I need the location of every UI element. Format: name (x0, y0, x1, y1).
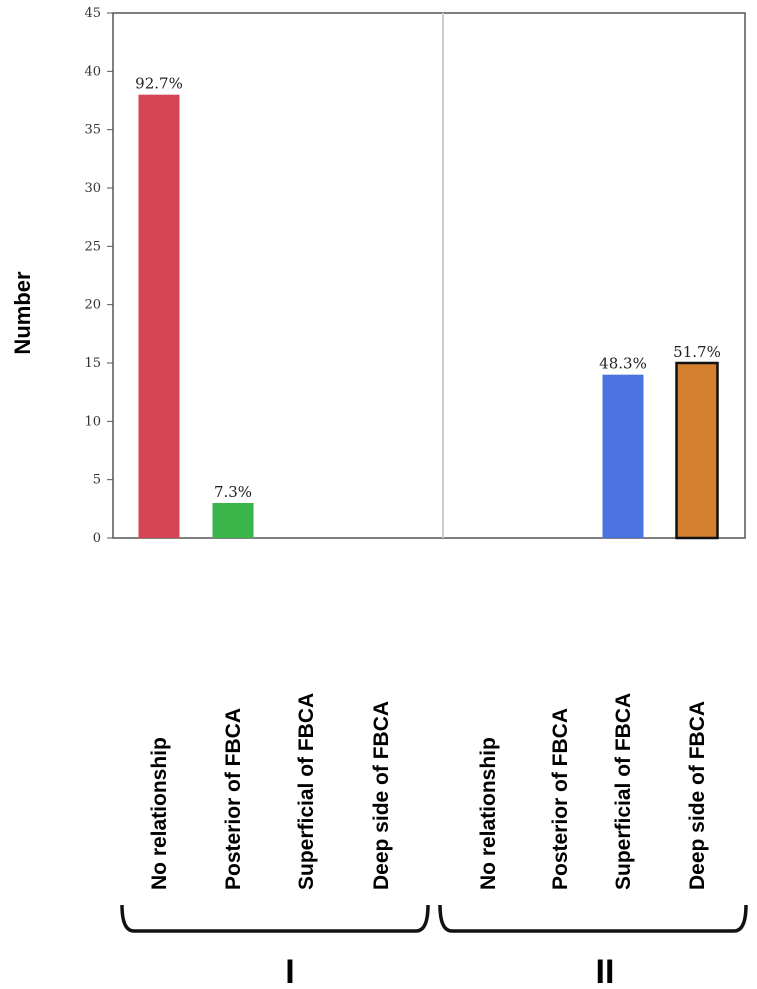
data-label: 48.3% (599, 355, 647, 373)
data-label: 92.7% (135, 75, 183, 93)
labels: 92.7% 7.3% 48.3% 51.7% No relationship Poster… (120, 75, 748, 989)
x-tick-label: No relationship (148, 737, 171, 890)
axes: 0 5 10 15 20 25 30 35 40 45 (84, 6, 746, 546)
bar (212, 503, 254, 538)
y-axis-label: Number (10, 271, 35, 355)
group-label: I (285, 953, 294, 989)
y-tick-label: 25 (84, 239, 101, 254)
y-tick-label: 30 (84, 181, 101, 196)
bars (138, 94, 719, 540)
y-tick-label: 10 (84, 414, 101, 429)
group-brace-I (120, 904, 430, 933)
y-tick-label: 0 (93, 531, 101, 546)
x-tick-label: Superficial of FBCA (295, 693, 318, 890)
y-tick-label: 40 (84, 64, 101, 79)
y-tick-label: 20 (84, 298, 101, 313)
y-tick-label: 45 (84, 6, 101, 21)
group-label: II (596, 953, 615, 989)
x-tick-label: Posterior of FBCA (549, 708, 572, 890)
bar (138, 94, 180, 539)
data-label: 7.3% (214, 483, 252, 501)
bar (602, 374, 644, 538)
y-tick-label: 35 (84, 123, 101, 138)
data-label: 51.7% (673, 343, 721, 361)
y-tick-label: 15 (84, 356, 101, 371)
y-tick-label: 5 (93, 473, 101, 488)
x-tick-label: Posterior of FBCA (222, 708, 245, 890)
plot-frame (112, 12, 746, 539)
group-brace-II (438, 904, 748, 933)
x-tick-label: Deep side of FBCA (686, 701, 709, 890)
x-tick-label: Superficial of FBCA (612, 693, 635, 890)
bar (675, 361, 719, 540)
x-tick-label: Deep side of FBCA (370, 701, 393, 890)
x-tick-label: No relationship (477, 737, 500, 890)
